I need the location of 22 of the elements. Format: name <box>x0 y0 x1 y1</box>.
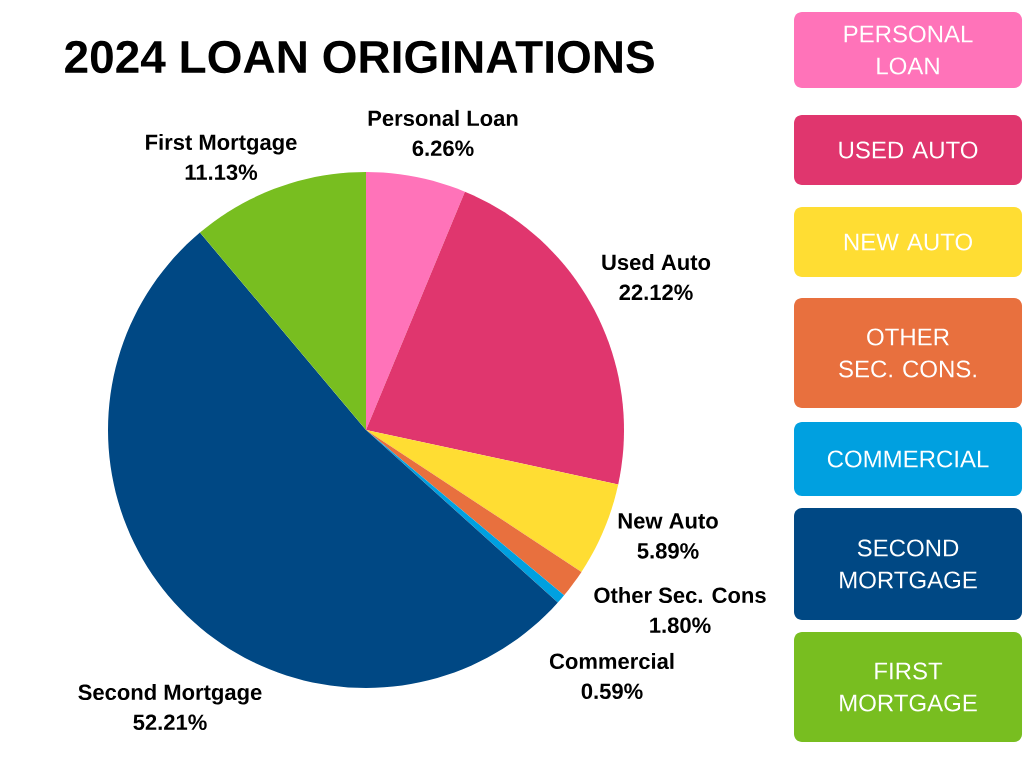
data-label: 1.80% <box>650 617 711 634</box>
data-label: 52.21% <box>133 714 207 731</box>
slice-label: Other Sec. Cons <box>594 586 766 604</box>
data-label: 5.89% <box>637 543 699 559</box>
slice-label: Personal Loan <box>368 109 518 127</box>
chart-title: 2024 LOAN ORIGINATIONS <box>65 40 654 74</box>
text: COMMERCIAL <box>827 450 989 468</box>
text: PERSONAL LOAN <box>844 25 973 75</box>
slice-label: Commercial <box>549 652 674 670</box>
text: OTHER SEC. CONS. <box>839 328 976 378</box>
text: SECOND MORTGAGE <box>840 539 977 589</box>
text: USED AUTO <box>839 141 978 159</box>
data-label: 22.12% <box>619 284 693 301</box>
data-label: 11.13% <box>185 164 258 181</box>
slice-label: Second Mortgage <box>78 683 262 705</box>
slice-label: Used Auto <box>602 253 711 271</box>
data-label: 0.59% <box>581 683 643 700</box>
text: NEW AUTO <box>844 233 972 251</box>
slice-label: First Mortgage <box>146 133 297 155</box>
slice-label: New Auto <box>618 513 718 529</box>
text: FIRST MORTGAGE <box>840 662 977 712</box>
data-label: 6.26% <box>412 140 474 157</box>
